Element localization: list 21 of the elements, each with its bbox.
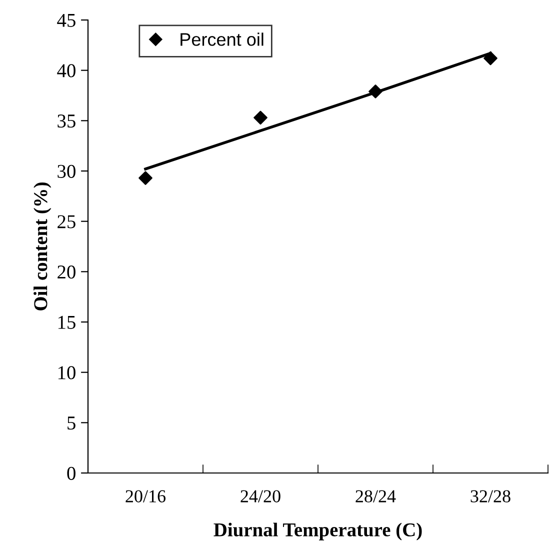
y-axis-title: Oil content (%) — [34, 182, 52, 310]
legend-label: Percent oil — [180, 32, 264, 46]
y-tick-label: 35 — [58, 114, 76, 128]
y-tick-label: 30 — [58, 164, 76, 178]
y-tick-label: 15 — [58, 316, 76, 329]
point — [368, 84, 382, 98]
y-tick-label: 5 — [68, 416, 76, 430]
y-tick-label: 25 — [58, 215, 76, 228]
y-tick-label: 0 — [67, 466, 76, 480]
x-tick-label: 20/16 — [126, 490, 166, 502]
x-axis-title: Diurnal Temperature (C) — [214, 522, 422, 540]
point — [254, 110, 268, 125]
x-tick-label: 32/28 — [470, 490, 510, 502]
y-tick-label: 45 — [57, 14, 76, 27]
y-tick-label: 40 — [57, 64, 76, 78]
y-tick-label: 20 — [58, 265, 76, 279]
point — [484, 51, 498, 66]
point — [138, 171, 152, 185]
x-tick-label: 28/24 — [356, 490, 396, 502]
y-tick-label: 10 — [58, 366, 76, 380]
x-tick-label: 24/20 — [240, 490, 280, 502]
